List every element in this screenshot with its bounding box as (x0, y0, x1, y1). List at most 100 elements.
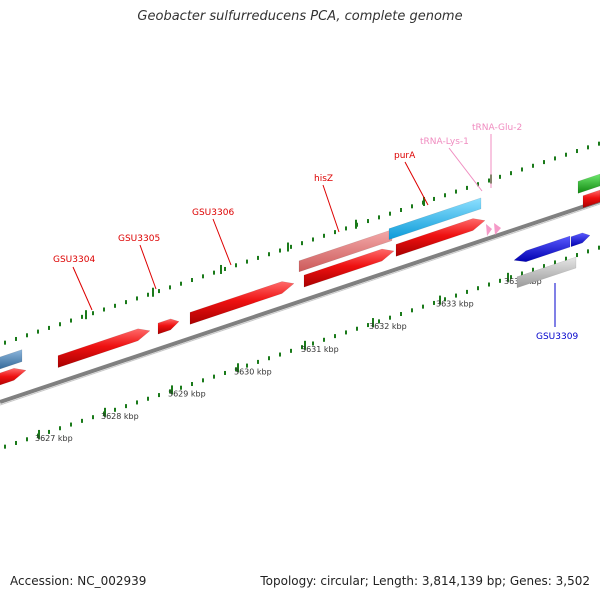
upper-track-dot (4, 340, 6, 345)
upper-track-dot (378, 215, 380, 220)
upper-track-dot (444, 193, 446, 198)
upper-track-dot (92, 311, 94, 316)
upper-track-dot (477, 182, 479, 187)
lower-track-dot (422, 304, 424, 309)
leader-line-5 (448, 147, 483, 192)
lower-track-dot (598, 245, 600, 250)
tick-label-3630: 3630 kbp (234, 367, 272, 376)
upper-track-dot (345, 226, 347, 231)
lower-track-dot (510, 275, 512, 280)
gene-label-pura: purA (394, 151, 416, 161)
upper-track-dot (389, 211, 391, 216)
upper-track-dot (565, 152, 567, 157)
lower-track-dot (70, 422, 72, 427)
lower-track-dot (224, 370, 226, 375)
upper-track-dot (235, 263, 237, 268)
tick-label-3628: 3628 kbp (101, 412, 139, 421)
upper-track-dot (367, 219, 369, 224)
leader-line-1 (139, 244, 157, 290)
genome-summary: Topology: circular; Length: 3,814,139 bp… (260, 574, 590, 588)
upper-track-dot (268, 252, 270, 257)
upper-track-dot (433, 196, 435, 201)
trna-glu-2-marker (494, 223, 501, 235)
lower-track-dot (92, 415, 94, 420)
gene-pura-lower (395, 218, 486, 257)
lower-track-dot (301, 345, 303, 350)
major-tick-3627 (38, 429, 40, 439)
lower-track-dot (554, 260, 556, 265)
upper-track-dot (279, 248, 281, 253)
upper-track-dot (37, 329, 39, 334)
major-tick-3632 (372, 318, 374, 328)
lower-track-dot (191, 382, 193, 387)
upper-track-dot (136, 296, 138, 301)
upper-track-dot (48, 325, 50, 330)
upper-track-dot (587, 145, 589, 150)
upper-major-tick-0 (85, 310, 87, 320)
upper-track-dot (400, 208, 402, 212)
lower-track-dot (334, 334, 336, 339)
leader-line-0 (72, 266, 93, 311)
lower-track-dot (169, 389, 171, 394)
gene-right-edge (582, 189, 600, 209)
gene-gsu3306 (189, 281, 295, 325)
upper-major-tick-4 (355, 219, 357, 229)
major-tick-3633 (439, 295, 441, 305)
backbone-line (0, 199, 600, 404)
major-tick-3628 (104, 407, 106, 417)
lower-track-dot (455, 293, 457, 298)
upper-major-tick-1 (152, 287, 154, 297)
trna-lys-1-marker (486, 224, 492, 236)
lower-track-dot (543, 264, 545, 269)
upper-track-dot (213, 270, 215, 275)
upper-track-dot (499, 174, 501, 179)
upper-track-dot (114, 303, 116, 308)
lower-track-dot (257, 359, 259, 364)
lower-track-dot (235, 367, 237, 372)
upper-track-dot (411, 204, 413, 209)
lower-track-dot (323, 337, 325, 342)
lower-track-dot (411, 308, 413, 313)
lower-track-dot (81, 418, 83, 423)
lower-track-dot (26, 437, 28, 442)
gene-label-gsu3306: GSU3306 (192, 208, 234, 218)
gene-left-edge (0, 368, 27, 386)
upper-track-dot (15, 336, 17, 341)
upper-track-dot (180, 281, 182, 286)
upper-track-dot (125, 300, 127, 305)
gene-gsu3309-blue (513, 235, 571, 263)
upper-track-dot (488, 178, 490, 183)
major-tick-3629 (171, 385, 173, 395)
lower-track-dot (136, 400, 138, 405)
leader-line-2 (212, 218, 232, 266)
lower-track-dot (312, 341, 314, 346)
lower-track-dot (268, 356, 270, 361)
upper-track-dot (334, 230, 336, 235)
tick-label-3627: 3627 kbp (35, 434, 73, 443)
lower-track-dot (400, 312, 402, 316)
upper-track-dot (521, 167, 523, 172)
major-tick-3631 (304, 340, 306, 350)
gene-gsu3309 (516, 256, 577, 289)
lower-track-dot (147, 396, 149, 401)
lower-track-dot (345, 330, 347, 335)
upper-track-dot (224, 266, 226, 271)
tick-label-3629: 3629 kbp (168, 389, 206, 398)
lower-track-dot (114, 407, 116, 412)
lower-track-dot (356, 326, 358, 331)
lower-track-dot (290, 348, 292, 353)
upper-track-dot (543, 160, 545, 165)
backbone-shadow (0, 203, 600, 406)
lower-track-dot (279, 352, 281, 357)
lower-track-dot (378, 319, 380, 324)
lower-track-dot (576, 253, 578, 258)
upper-track-dot (510, 171, 512, 176)
lower-track-dot (521, 271, 523, 276)
leader-line-4 (404, 161, 429, 206)
lower-track-dot (246, 363, 248, 368)
gene-label-trna-glu-2: tRNA-Glu-2 (472, 123, 522, 133)
upper-track-dot (191, 278, 193, 283)
map-title: Geobacter sulfurreducens PCA, complete g… (137, 9, 463, 24)
lower-track-dot (48, 429, 50, 434)
